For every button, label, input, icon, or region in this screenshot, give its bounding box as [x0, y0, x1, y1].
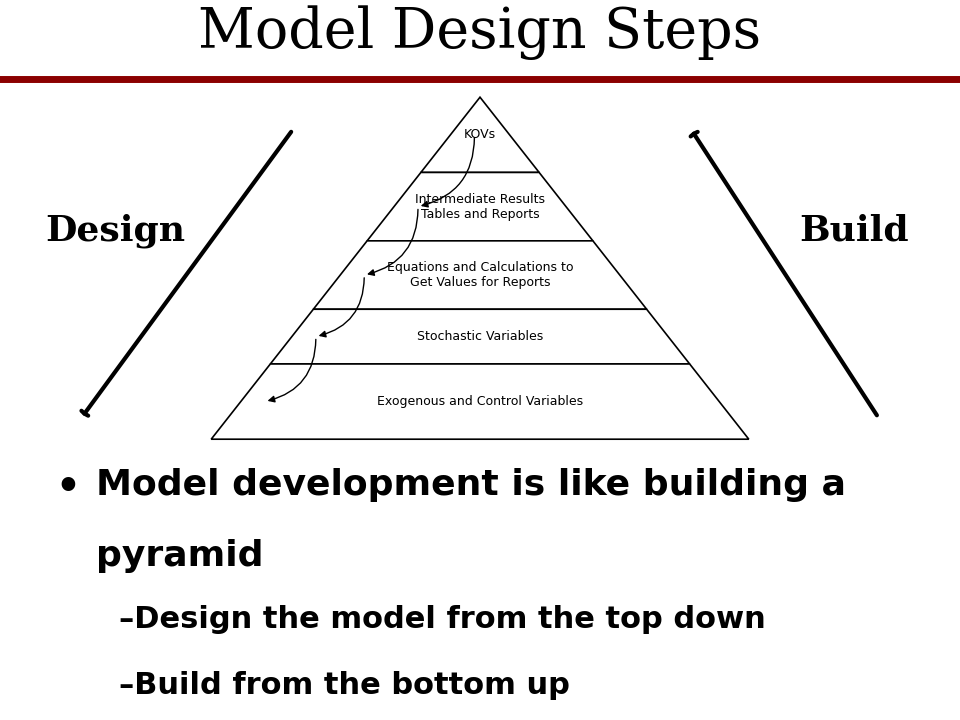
Polygon shape	[313, 240, 647, 310]
Text: pyramid: pyramid	[96, 539, 264, 573]
Polygon shape	[211, 364, 749, 439]
Polygon shape	[367, 173, 593, 240]
Text: Stochastic Variables: Stochastic Variables	[417, 330, 543, 343]
Text: Intermediate Results
Tables and Reports: Intermediate Results Tables and Reports	[415, 193, 545, 220]
Polygon shape	[420, 97, 540, 173]
Text: Model development is like building a: Model development is like building a	[96, 468, 847, 503]
Text: •: •	[56, 468, 81, 506]
Text: Design: Design	[45, 213, 185, 248]
Text: Model Design Steps: Model Design Steps	[199, 6, 761, 60]
Text: –Design the model from the top down: –Design the model from the top down	[119, 605, 766, 634]
Text: Equations and Calculations to
Get Values for Reports: Equations and Calculations to Get Values…	[387, 261, 573, 289]
Text: Build: Build	[800, 213, 909, 248]
Text: –Build from the bottom up: –Build from the bottom up	[119, 671, 570, 700]
Polygon shape	[271, 310, 689, 364]
Text: Exogenous and Control Variables: Exogenous and Control Variables	[377, 395, 583, 408]
Text: KOVs: KOVs	[464, 128, 496, 141]
